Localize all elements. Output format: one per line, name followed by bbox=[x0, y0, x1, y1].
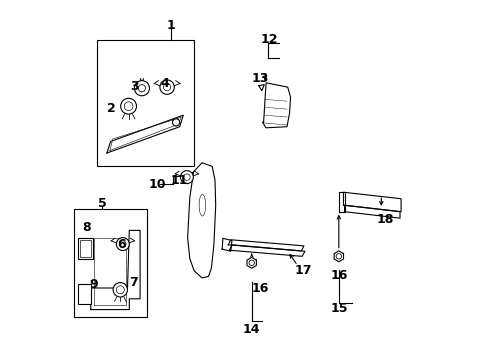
Polygon shape bbox=[343, 192, 400, 212]
Bar bbox=[78, 238, 93, 259]
Text: 6: 6 bbox=[117, 238, 125, 251]
Circle shape bbox=[120, 241, 126, 247]
Text: 3: 3 bbox=[130, 80, 139, 93]
Polygon shape bbox=[262, 83, 290, 128]
Text: 18: 18 bbox=[376, 213, 393, 226]
Polygon shape bbox=[338, 192, 345, 212]
Text: 16: 16 bbox=[329, 269, 347, 282]
Text: 4: 4 bbox=[160, 77, 169, 90]
Text: 8: 8 bbox=[82, 221, 91, 234]
Bar bbox=[78, 284, 91, 304]
Circle shape bbox=[163, 84, 170, 91]
Polygon shape bbox=[333, 251, 343, 262]
Polygon shape bbox=[187, 163, 215, 278]
Circle shape bbox=[248, 260, 254, 266]
Text: 9: 9 bbox=[89, 278, 98, 291]
Text: 1: 1 bbox=[166, 19, 175, 32]
Text: 17: 17 bbox=[293, 264, 311, 277]
Circle shape bbox=[116, 286, 124, 294]
Circle shape bbox=[335, 253, 341, 259]
Circle shape bbox=[116, 238, 129, 251]
Polygon shape bbox=[246, 257, 256, 268]
Text: 13: 13 bbox=[251, 72, 268, 85]
Polygon shape bbox=[107, 115, 183, 153]
Circle shape bbox=[138, 85, 145, 92]
Polygon shape bbox=[229, 245, 305, 256]
Circle shape bbox=[134, 81, 149, 96]
Polygon shape bbox=[258, 85, 264, 91]
Circle shape bbox=[121, 98, 136, 114]
Polygon shape bbox=[228, 240, 303, 251]
Text: 2: 2 bbox=[107, 102, 116, 114]
Ellipse shape bbox=[199, 194, 205, 216]
Text: 10: 10 bbox=[148, 178, 166, 191]
Polygon shape bbox=[222, 238, 231, 251]
Polygon shape bbox=[344, 205, 399, 218]
Text: 14: 14 bbox=[243, 323, 260, 336]
Text: 15: 15 bbox=[329, 302, 347, 315]
Bar bbox=[97, 40, 194, 166]
Text: 5: 5 bbox=[98, 197, 106, 210]
Text: 12: 12 bbox=[261, 33, 278, 46]
Circle shape bbox=[172, 119, 179, 126]
Circle shape bbox=[183, 174, 190, 180]
Circle shape bbox=[160, 80, 174, 94]
Circle shape bbox=[124, 102, 133, 111]
Polygon shape bbox=[91, 230, 140, 310]
Bar bbox=[80, 240, 91, 257]
Text: 11: 11 bbox=[170, 174, 187, 186]
Text: 16: 16 bbox=[251, 282, 268, 295]
Bar bbox=[73, 209, 147, 317]
Circle shape bbox=[180, 171, 193, 184]
Text: 7: 7 bbox=[129, 276, 138, 289]
Circle shape bbox=[113, 283, 127, 297]
